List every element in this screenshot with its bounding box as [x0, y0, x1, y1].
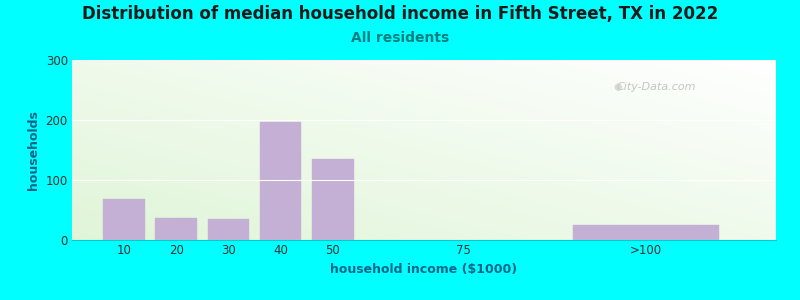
Bar: [207, 219, 250, 240]
Bar: [103, 199, 145, 240]
Text: City-Data.com: City-Data.com: [617, 82, 696, 92]
X-axis label: household income ($1000): household income ($1000): [330, 263, 518, 276]
Text: Distribution of median household income in Fifth Street, TX in 2022: Distribution of median household income …: [82, 4, 718, 22]
Bar: [312, 159, 354, 240]
Bar: [260, 122, 302, 240]
Bar: [573, 225, 718, 240]
Text: ●: ●: [614, 82, 622, 92]
Text: All residents: All residents: [351, 32, 449, 46]
Bar: [155, 218, 197, 240]
Y-axis label: households: households: [27, 110, 40, 190]
